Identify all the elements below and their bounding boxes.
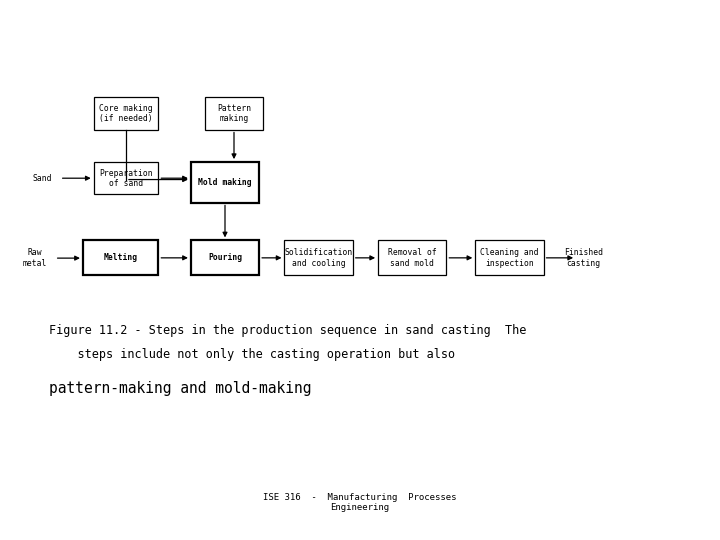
Text: Solidification
and cooling: Solidification and cooling [284,248,353,267]
Text: ISE 316  ‐  Manufacturing  Processes
Engineering: ISE 316 ‐ Manufacturing Processes Engine… [264,492,456,512]
Text: steps include not only the casting operation but also: steps include not only the casting opera… [49,348,455,361]
Text: Figure 11.2 ‐ Steps in the production sequence in sand casting  The: Figure 11.2 ‐ Steps in the production se… [49,324,526,337]
Text: pattern‐making and mold‐making: pattern‐making and mold‐making [49,381,312,396]
FancyBboxPatch shape [94,97,158,130]
Text: Mold making: Mold making [198,178,252,187]
FancyBboxPatch shape [205,97,263,130]
Text: Preparation
of sand: Preparation of sand [99,168,153,188]
FancyBboxPatch shape [94,162,158,194]
FancyBboxPatch shape [191,240,259,275]
Text: Sand: Sand [32,174,52,183]
Text: Finished
casting: Finished casting [564,248,603,268]
FancyBboxPatch shape [191,162,259,202]
FancyBboxPatch shape [475,240,544,275]
Text: Pattern
making: Pattern making [217,104,251,123]
Text: Melting: Melting [104,253,138,262]
FancyBboxPatch shape [83,240,158,275]
FancyBboxPatch shape [284,240,353,275]
FancyBboxPatch shape [378,240,446,275]
Text: Core making
(if needed): Core making (if needed) [99,104,153,123]
Text: Cleaning and
inspection: Cleaning and inspection [480,248,539,267]
Text: Removal of
sand mold: Removal of sand mold [388,248,436,267]
Text: Pouring: Pouring [208,253,242,262]
Text: Raw
metal: Raw metal [22,248,47,268]
